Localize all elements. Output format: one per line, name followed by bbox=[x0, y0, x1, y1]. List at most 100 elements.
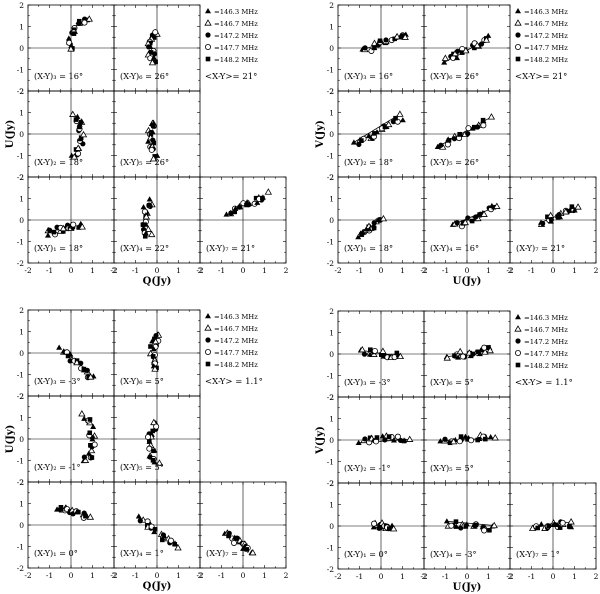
data-point bbox=[205, 337, 211, 343]
data-point bbox=[400, 33, 406, 38]
data-point bbox=[67, 45, 75, 52]
data-point bbox=[228, 210, 234, 216]
data-point bbox=[383, 37, 389, 43]
x-tick-label: -2 bbox=[24, 571, 32, 580]
data-point bbox=[69, 110, 77, 117]
data-point bbox=[86, 373, 95, 380]
data-point bbox=[362, 436, 368, 442]
x-tick-label: 2 bbox=[284, 571, 289, 580]
data-point bbox=[463, 521, 470, 527]
data-point bbox=[150, 354, 156, 359]
legend: =146.3 MHz =146.7 MHz =147.2 MHz =147.7 MHz… bbox=[204, 8, 258, 64]
y-tick-label: -1 bbox=[17, 152, 24, 161]
data-point bbox=[470, 351, 476, 357]
x-tick-label: 0 bbox=[155, 266, 160, 275]
x-axis-title: Q(Jy) bbox=[143, 276, 172, 287]
data-point bbox=[204, 19, 212, 26]
data-point bbox=[145, 138, 152, 144]
y-tick-label: -2 bbox=[327, 479, 335, 488]
data-point bbox=[490, 521, 498, 529]
y-tick-label: 1 bbox=[329, 109, 334, 118]
x-tick-label: -1 bbox=[132, 571, 139, 580]
data-point bbox=[356, 141, 362, 148]
y-tick-label: 0 bbox=[19, 349, 24, 358]
panel-label: (X-Y)₂ = -1° bbox=[34, 462, 81, 472]
data-point bbox=[368, 347, 373, 353]
x-tick-label: 0 bbox=[465, 572, 470, 581]
y-tick-label: 0 bbox=[329, 130, 334, 139]
data-point bbox=[475, 349, 481, 355]
y-tick-label: 0 bbox=[329, 216, 334, 225]
data-point bbox=[443, 354, 451, 361]
x-tick-label: -1 bbox=[356, 572, 363, 581]
x-tick-label: 1 bbox=[90, 266, 95, 275]
data-point bbox=[226, 533, 231, 539]
x-tick-label: 1 bbox=[400, 266, 405, 275]
data-point bbox=[60, 229, 66, 234]
x-tick-label: 1 bbox=[262, 266, 267, 275]
data-point bbox=[87, 417, 93, 422]
y-tick-label: -2 bbox=[17, 259, 25, 268]
data-point bbox=[385, 120, 393, 128]
scatter-panel: (X-Y)₆ = 5° bbox=[423, 310, 511, 398]
y-tick-label: -2 bbox=[327, 173, 335, 182]
data-point bbox=[81, 456, 90, 463]
panel-label: (X-Y)₃ = 16° bbox=[34, 71, 83, 81]
data-point bbox=[396, 352, 405, 360]
x-tick-label: -2 bbox=[420, 572, 428, 581]
data-point bbox=[456, 347, 464, 355]
x-tick-label: 2 bbox=[422, 266, 427, 275]
data-point bbox=[442, 436, 448, 442]
data-point bbox=[151, 123, 156, 129]
y-tick-label: 2 bbox=[329, 479, 334, 488]
scatter-panel: (X-Y)₄ = 16° bbox=[423, 176, 511, 264]
y-tick-label: 2 bbox=[329, 393, 334, 402]
x-tick-label: -2 bbox=[334, 266, 342, 275]
data-point bbox=[205, 56, 211, 62]
data-point bbox=[151, 459, 158, 465]
legend-entry: =148.2 MHz bbox=[524, 362, 568, 370]
data-point bbox=[487, 434, 494, 440]
x-tick-label: 2 bbox=[198, 266, 203, 275]
scatter-panel: (X-Y)₆ = 26° bbox=[113, 4, 201, 92]
scatter-panel: (X-Y)₅ = 5° bbox=[423, 396, 511, 484]
data-point bbox=[148, 146, 155, 153]
panel-label: (X-Y)₄ = 22° bbox=[120, 243, 169, 253]
data-point bbox=[148, 230, 156, 238]
data-point bbox=[74, 144, 82, 151]
data-point bbox=[155, 459, 164, 466]
data-point bbox=[493, 202, 501, 209]
x-tick-label: -1 bbox=[132, 266, 139, 275]
x-tick-label: -2 bbox=[110, 266, 118, 275]
data-point bbox=[51, 229, 57, 235]
panel-label: (X-Y)₄ = 1° bbox=[120, 548, 164, 558]
scatter-panel: (X-Y)₂ = -1° bbox=[337, 396, 425, 484]
y-tick-label: 2 bbox=[19, 392, 24, 401]
data-point bbox=[540, 220, 546, 227]
data-point bbox=[144, 225, 152, 232]
data-point bbox=[152, 154, 158, 159]
data-point bbox=[140, 204, 147, 210]
data-point bbox=[478, 41, 485, 47]
panel-label: (X-Y)₆ = 5° bbox=[120, 376, 164, 386]
data-point bbox=[515, 349, 522, 356]
x-tick-label: 0 bbox=[379, 266, 384, 275]
data-point bbox=[361, 351, 368, 357]
data-point bbox=[379, 347, 387, 354]
x-tick-label: -1 bbox=[46, 571, 53, 580]
x-tick-label: -2 bbox=[196, 571, 204, 580]
panel-label: (X-Y)₁ = 0° bbox=[344, 549, 388, 559]
data-point bbox=[232, 209, 238, 215]
data-point bbox=[374, 435, 380, 440]
data-point bbox=[153, 59, 158, 65]
panel-label: (X-Y)₃ = 16° bbox=[344, 71, 393, 81]
legend-entry: =147.7 MHz bbox=[214, 44, 258, 52]
x-tick-label: 1 bbox=[400, 572, 405, 581]
data-point bbox=[140, 222, 146, 227]
y-tick-label: -2 bbox=[17, 392, 25, 401]
data-point bbox=[87, 430, 93, 436]
data-point bbox=[371, 520, 378, 527]
data-point bbox=[359, 232, 364, 237]
x-axis-title: U(Jy) bbox=[453, 276, 482, 287]
data-point bbox=[453, 519, 459, 524]
